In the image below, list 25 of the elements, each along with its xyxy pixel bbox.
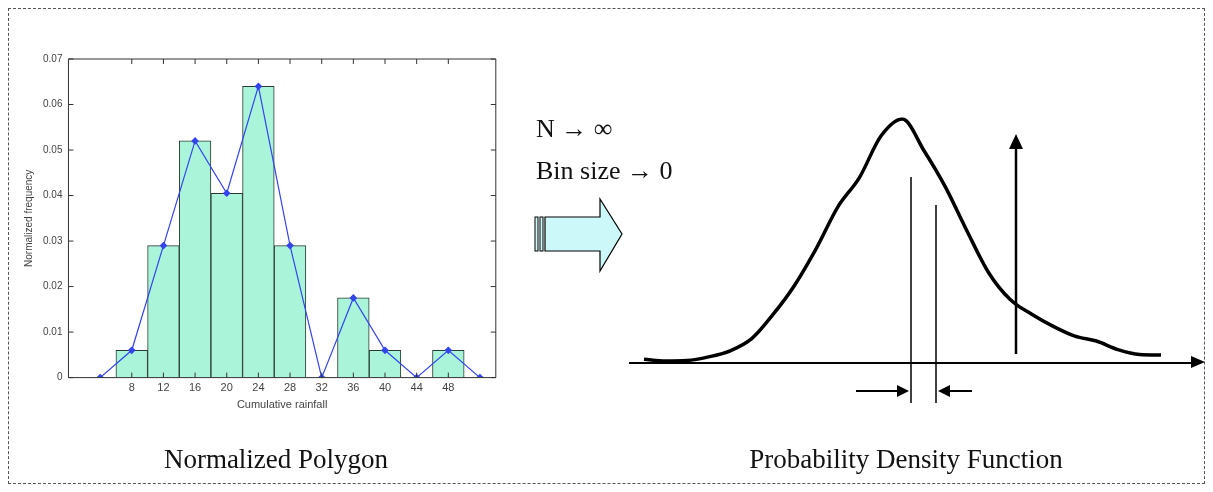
y-tick-label: 0.03 bbox=[42, 234, 63, 246]
x-tick-label: 28 bbox=[283, 381, 297, 394]
y-tick-label: 0.06 bbox=[42, 98, 63, 110]
y-tick-label: 0.01 bbox=[42, 325, 63, 337]
text: N → ∞ bbox=[536, 114, 613, 144]
x-tick-label: 44 bbox=[410, 381, 423, 394]
text: Probability Density Function bbox=[749, 444, 1063, 475]
x-tick-label: 36 bbox=[347, 381, 360, 394]
x-tick-label: 48 bbox=[442, 381, 455, 394]
y-tick-label: 0.05 bbox=[42, 143, 63, 155]
x-tick-label: 32 bbox=[315, 381, 328, 394]
annotation: Bin size → 0 bbox=[536, 156, 673, 186]
x-tick-label: 8 bbox=[128, 381, 135, 394]
y-axis-title: Normalized frequency bbox=[22, 169, 34, 267]
y-tick-label: 0.04 bbox=[42, 189, 63, 201]
x-tick-label: 16 bbox=[188, 381, 202, 394]
y-tick-label: 0.02 bbox=[42, 280, 63, 292]
text: Normalized Polygon bbox=[163, 444, 389, 475]
x-tick-label: 20 bbox=[220, 381, 233, 394]
y-tick-label: 0 bbox=[56, 371, 63, 383]
x-tick-label: 40 bbox=[378, 381, 392, 394]
y-tick-label: 0.07 bbox=[42, 52, 63, 64]
x-tick-label: 12 bbox=[157, 381, 170, 394]
x-axis-title: Cumulative rainfall bbox=[236, 398, 328, 411]
x-tick-label: 24 bbox=[252, 381, 265, 394]
